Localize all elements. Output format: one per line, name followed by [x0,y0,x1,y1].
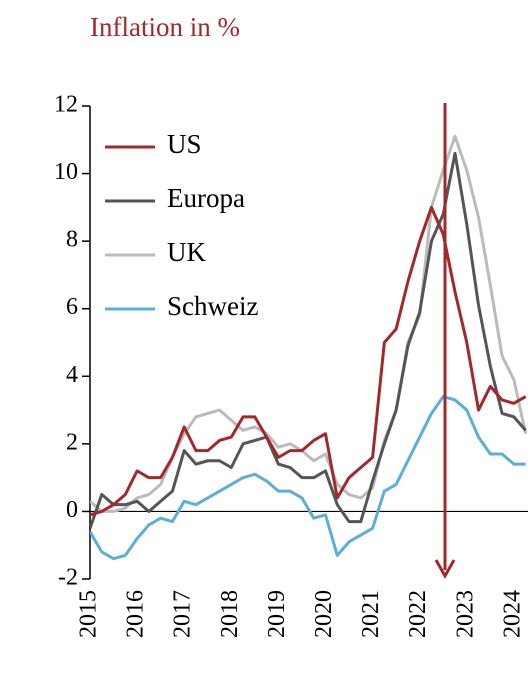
x-tick-label: 2019 [264,590,290,638]
series-line [90,134,528,513]
y-tick-label: 4 [66,362,78,388]
series-line [90,151,527,529]
x-tick-label: 2015 [76,590,102,638]
x-tick-label: 2018 [217,590,243,638]
series-line [90,205,527,517]
y-tick-label: 6 [66,294,78,320]
y-tick-label: 2 [66,429,78,455]
x-tick-label: 2020 [311,590,337,638]
series-group [90,134,528,561]
y-tick-label: 0 [66,497,78,523]
x-tick-label: 2023 [452,590,478,638]
series-line [90,395,526,561]
x-tick-label: 2016 [123,590,149,638]
x-tick-label: 2022 [405,590,431,638]
x-tick-label: 2021 [358,590,384,638]
legend-label: UK [167,237,206,267]
legend-label: US [167,129,202,159]
y-tick-label: -2 [58,565,78,591]
legend-label: Europa [167,183,245,213]
chart-title: Inflation in % [90,12,240,42]
x-tick-label: 2017 [170,590,196,638]
legend-label: Schweiz [167,291,258,321]
y-tick-label: 8 [66,227,78,253]
y-tick-label: 12 [54,92,78,118]
arrow-head [434,559,456,580]
plot-area: -2 0 2 4 6 8 10 12 2015 2016 2017 2018 2019 2020 2021 2… [54,92,528,638]
y-tick-label: 10 [54,159,78,185]
x-tick-label: 2024 [499,590,525,638]
